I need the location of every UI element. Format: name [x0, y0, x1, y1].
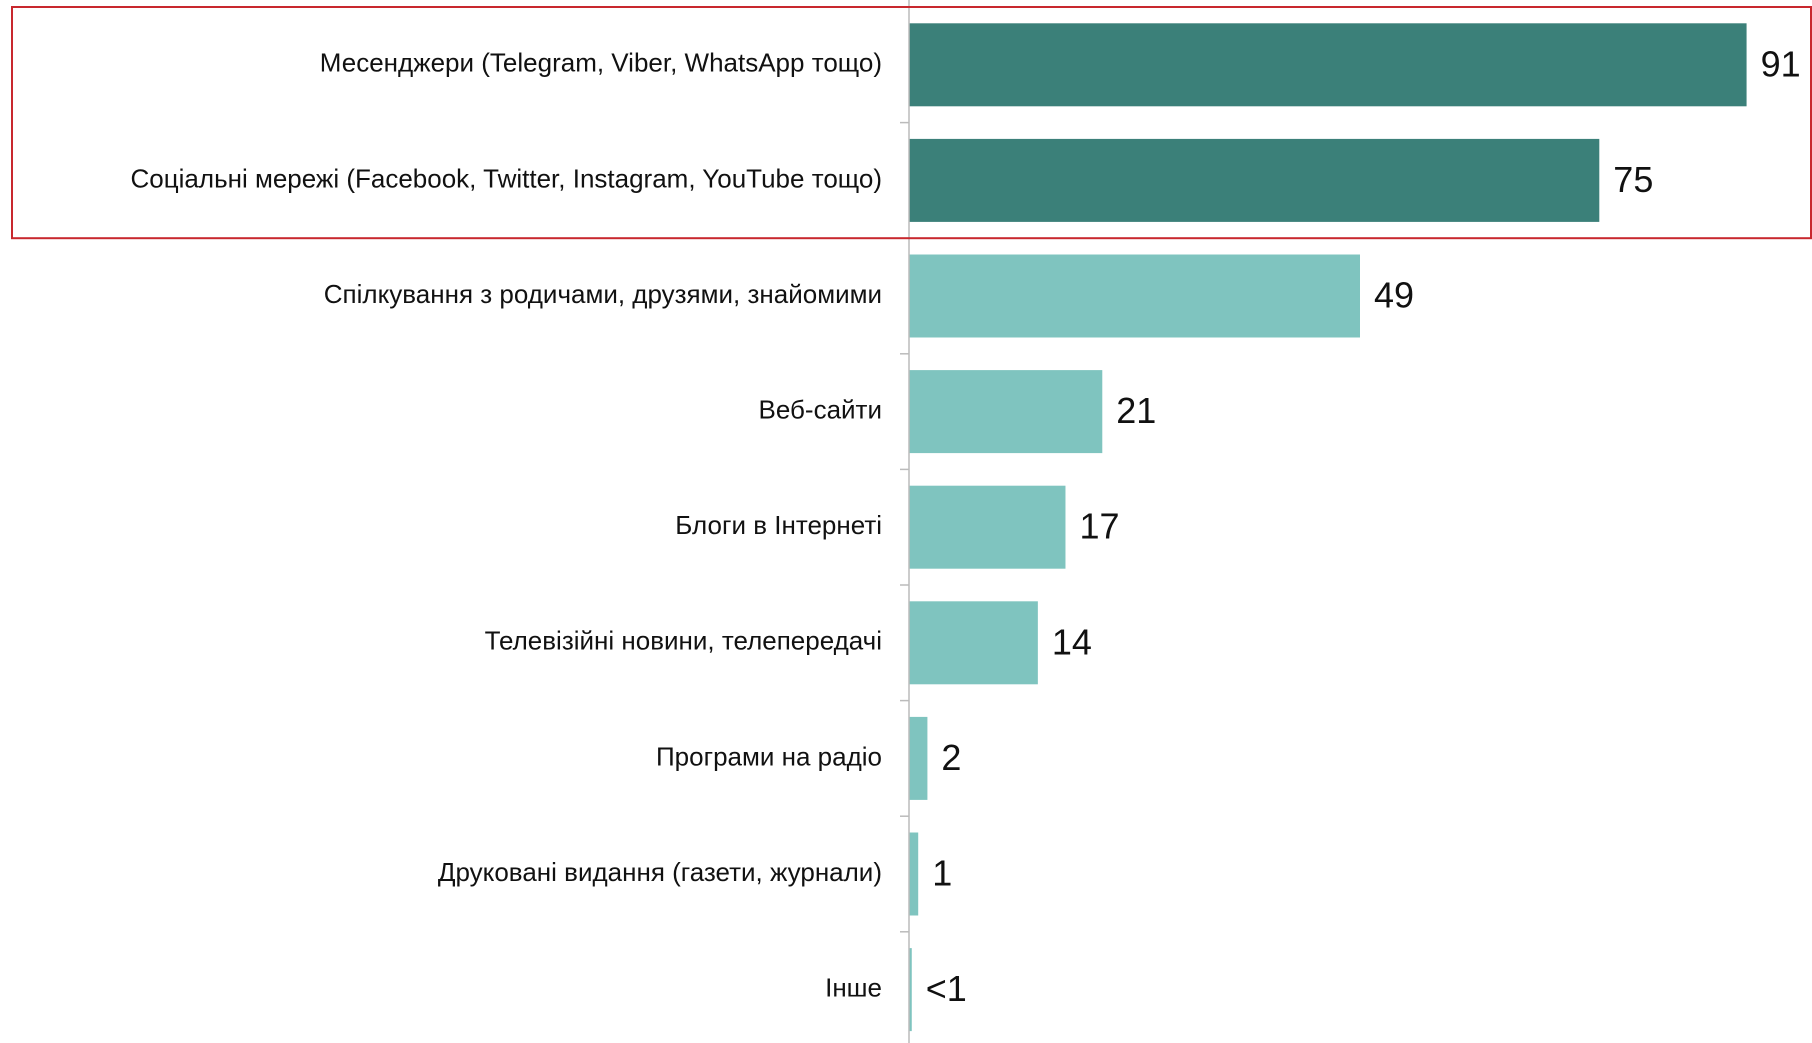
bar	[909, 138, 1600, 222]
bar	[909, 832, 919, 916]
category-label: Друковані видання (газети, журнали)	[438, 857, 882, 887]
category-label: Програми на радіо	[656, 741, 882, 771]
category-label: Месенджери (Telegram, Viber, WhatsApp то…	[320, 48, 882, 78]
bar	[909, 485, 1066, 569]
category-label: Інше	[825, 972, 882, 1002]
bar	[909, 716, 928, 800]
bar	[909, 254, 1360, 338]
value-label: 2	[941, 737, 961, 778]
category-label: Соціальні мережі (Facebook, Twitter, Ins…	[131, 163, 882, 193]
value-label: 49	[1374, 275, 1414, 316]
category-label: Спілкування з родичами, друзями, знайоми…	[324, 279, 882, 309]
value-label: 14	[1052, 621, 1092, 662]
value-label: 75	[1613, 159, 1653, 200]
value-label: <1	[926, 968, 967, 1009]
bar	[909, 370, 1103, 454]
value-label: 91	[1761, 43, 1801, 84]
bar	[909, 601, 1038, 685]
bar	[909, 948, 912, 1032]
value-label: 21	[1116, 390, 1156, 431]
value-label: 1	[932, 853, 952, 894]
value-label: 17	[1079, 506, 1119, 547]
category-label: Веб-сайти	[759, 394, 882, 424]
category-label: Телевізійні новини, телепередачі	[485, 626, 882, 656]
highlight-box	[11, 6, 1812, 240]
bar	[909, 23, 1747, 107]
category-label: Блоги в Інтернеті	[675, 510, 882, 540]
